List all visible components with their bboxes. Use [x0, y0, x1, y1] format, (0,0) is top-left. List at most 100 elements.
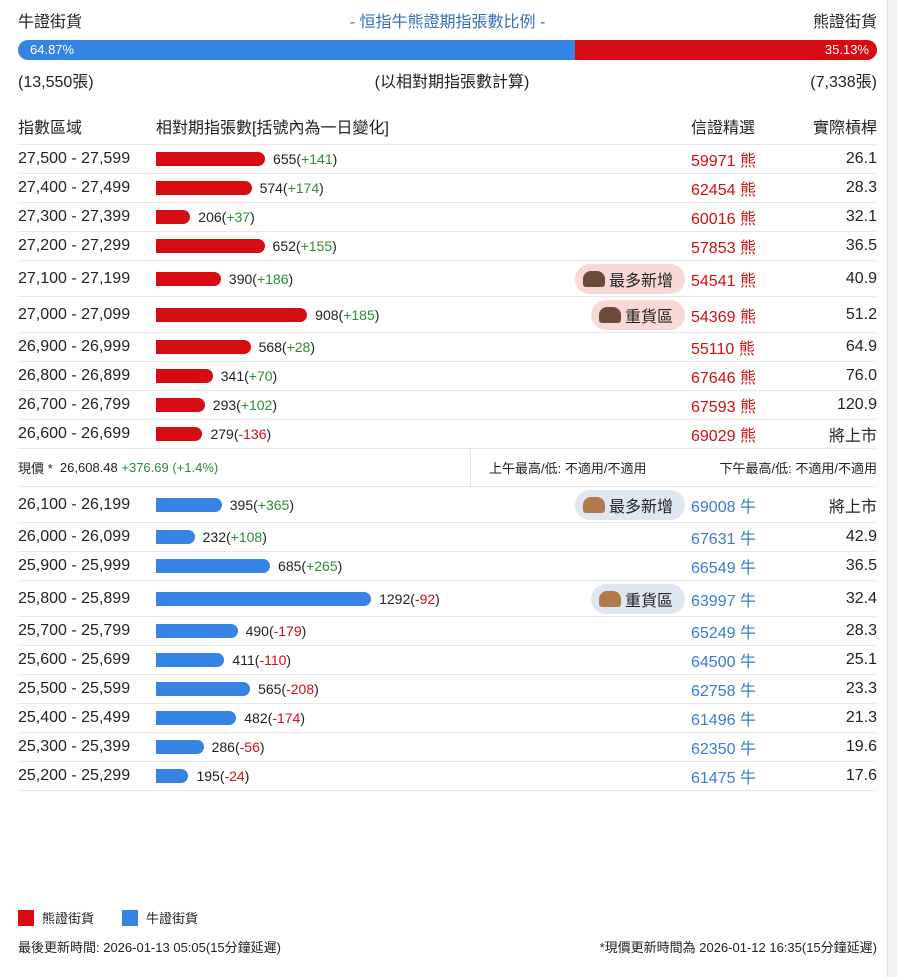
warrant-type: 熊	[739, 308, 756, 326]
warrant-link[interactable]: 64500 牛	[691, 648, 801, 672]
contracts-cell: 565(-208)	[156, 681, 691, 697]
contracts-count: 195	[196, 768, 220, 784]
warrant-code[interactable]: 67593	[691, 399, 736, 416]
warrant-link[interactable]: 67646 熊	[691, 364, 801, 388]
contracts-change: -179	[273, 623, 302, 639]
bull-count: (13,550張)	[18, 74, 94, 91]
warrant-code[interactable]: 60016	[691, 211, 736, 228]
range: 27,200 - 27,299	[18, 237, 131, 254]
contracts-change: +37	[226, 209, 251, 225]
warrant-link[interactable]: 61496 牛	[691, 706, 801, 730]
warrant-link[interactable]: 62454 熊	[691, 176, 801, 200]
warrant-link[interactable]: 62758 牛	[691, 677, 801, 701]
warrant-code[interactable]: 57853	[691, 240, 736, 257]
warrant-code[interactable]: 67646	[691, 370, 736, 387]
warrant-code[interactable]: 67631	[691, 531, 736, 548]
contracts-count: 652	[272, 238, 296, 254]
warrant-code[interactable]: 54541	[691, 272, 736, 290]
contracts-count: 574	[259, 180, 283, 196]
contracts-cell: 341(+70)	[156, 368, 691, 384]
warrant-code[interactable]: 55110	[691, 341, 735, 358]
leverage: 將上市	[828, 498, 877, 516]
warrant-link[interactable]: 62350 牛	[691, 735, 801, 759]
contracts-change: +108	[230, 529, 263, 545]
pm-high-low: 下午最高/低: 不適用/不適用	[719, 461, 877, 476]
contracts-count: 685	[278, 558, 302, 574]
range: 27,500 - 27,599	[18, 150, 131, 167]
range: 26,600 - 26,699	[18, 425, 131, 442]
warrant-type: 牛	[739, 770, 756, 787]
leverage: 32.4	[845, 589, 877, 607]
price-label: 現價 *	[18, 461, 53, 476]
warrant-link[interactable]: 54369 熊	[691, 303, 801, 327]
leverage: 64.9	[845, 338, 877, 355]
bear-table: 27,500 - 27,599 655(+141) 59971 熊 26.1 27…	[18, 145, 877, 449]
warrant-link[interactable]: 57853 熊	[691, 234, 801, 258]
warrant-link[interactable]: 54541 熊	[691, 267, 801, 291]
warrant-code[interactable]: 62350	[691, 741, 736, 758]
warrant-code[interactable]: 59971	[691, 153, 736, 170]
warrant-code[interactable]: 66549	[691, 560, 736, 577]
contracts-bar	[156, 210, 191, 224]
contracts-change: +70	[248, 368, 273, 384]
bear-ratio-fill: 35.13%	[575, 40, 877, 60]
warrant-link[interactable]: 63997 牛	[691, 587, 801, 611]
warrant-code[interactable]: 63997	[691, 592, 736, 610]
contracts-count: 908	[315, 306, 339, 323]
warrant-link[interactable]: 67593 熊	[691, 393, 801, 417]
warrant-type: 熊	[739, 272, 756, 290]
leverage: 42.9	[845, 528, 877, 545]
warrant-link[interactable]: 60016 熊	[691, 205, 801, 229]
table-row: 25,600 - 25,699 411(-110) 64500 牛 25.1	[18, 646, 877, 675]
bear-mascot-icon	[582, 270, 605, 287]
contracts-cell: 655(+141)	[156, 151, 691, 167]
warrant-code[interactable]: 54369	[691, 308, 736, 326]
warrant-type: 牛	[739, 683, 756, 700]
warrant-type: 熊	[739, 370, 756, 387]
contracts-bar	[156, 369, 213, 383]
contracts-cell: 568(+28)	[156, 339, 691, 355]
warrant-link[interactable]: 69029 熊	[691, 422, 801, 446]
range: 26,000 - 26,099	[18, 528, 131, 545]
table-row: 27,200 - 27,299 652(+155) 57853 熊 36.5	[18, 232, 877, 261]
warrant-code[interactable]: 65249	[691, 625, 736, 642]
contracts-bar	[156, 497, 222, 512]
warrant-code[interactable]: 61496	[691, 712, 736, 729]
range: 25,600 - 25,699	[18, 651, 131, 668]
contracts-bar	[156, 181, 252, 195]
contracts-count: 232	[202, 529, 226, 545]
range: 26,800 - 26,899	[18, 367, 131, 384]
bull-ratio-fill: 64.87%	[18, 40, 576, 60]
warrant-code[interactable]: 61475	[691, 770, 736, 787]
warrant-link[interactable]: 65249 牛	[691, 619, 801, 643]
contracts-change: +265	[306, 558, 338, 574]
ratio-counts: (13,550張) (以相對期指張數計算) (7,338張)	[18, 60, 877, 100]
warrant-link[interactable]: 59971 熊	[691, 147, 801, 171]
bear-legend-label: 熊證街貨	[42, 911, 95, 926]
last-updated: 最後更新時間: 2026-01-13 05:05(15分鐘延遲)	[18, 940, 281, 955]
contracts-cell: 1292(-92)	[156, 591, 691, 607]
warrant-code[interactable]: 62454	[691, 182, 736, 199]
warrant-code[interactable]: 69029	[691, 428, 736, 445]
warrant-code[interactable]: 62758	[691, 683, 736, 700]
col-leverage: 實際槓桿	[812, 119, 877, 137]
warrant-link[interactable]: 55110 熊	[691, 335, 801, 359]
bull-mascot-icon	[598, 590, 621, 607]
leverage: 76.0	[845, 367, 877, 384]
leverage: 28.3	[845, 622, 877, 639]
leverage: 32.1	[845, 208, 877, 225]
warrant-link[interactable]: 67631 牛	[691, 525, 801, 549]
warrant-link[interactable]: 69008 牛	[691, 493, 801, 517]
table-row: 25,700 - 25,799 490(-179) 65249 牛 28.3	[18, 617, 877, 646]
contracts-bar	[156, 398, 205, 412]
scrollbar[interactable]	[887, 0, 897, 977]
warrant-link[interactable]: 66549 牛	[691, 554, 801, 578]
warrant-code[interactable]: 69008	[691, 498, 736, 516]
contracts-count: 411	[232, 652, 255, 668]
bear-label: 熊證街貨	[812, 14, 877, 31]
range: 27,000 - 27,099	[18, 305, 131, 323]
contracts-change: -92	[414, 590, 436, 607]
contracts-change: +155	[300, 238, 333, 254]
warrant-link[interactable]: 61475 牛	[691, 764, 801, 788]
warrant-code[interactable]: 64500	[691, 654, 736, 671]
